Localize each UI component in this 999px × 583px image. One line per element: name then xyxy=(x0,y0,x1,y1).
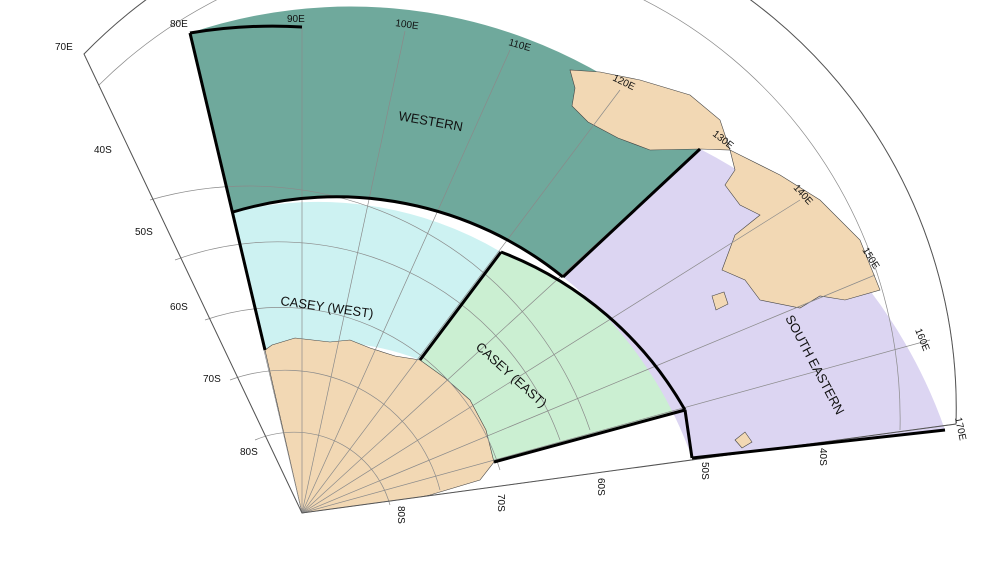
latitude-labels-bottom: 80S 70S 60S 50S 40S xyxy=(395,448,828,524)
tasmania-land xyxy=(711,291,729,311)
lat-label-bottom-40s: 40S xyxy=(817,448,828,466)
australia-east-land xyxy=(721,149,881,309)
region-casey-west xyxy=(233,201,501,360)
lon-label-90e: 90E xyxy=(287,14,305,25)
lat-label-bottom-70s: 70S xyxy=(495,494,506,512)
lon-label-170e: 170E xyxy=(952,416,968,441)
latitude-labels-left: 40S 50S 60S 70S 80S xyxy=(94,145,258,458)
region-casey-east xyxy=(420,252,685,462)
lat-label-40s: 40S xyxy=(94,145,112,156)
land-masses xyxy=(264,69,881,513)
lon-label-100e: 100E xyxy=(395,18,420,32)
map-frame xyxy=(83,0,957,514)
lat-label-60s: 60S xyxy=(170,302,188,313)
lat-label-bottom-60s: 60S xyxy=(595,478,606,496)
lon-label-80e: 80E xyxy=(170,19,188,30)
lat-label-bottom-50s: 50S xyxy=(699,462,710,480)
region-south-eastern xyxy=(563,149,945,458)
lon-label-160e: 160E xyxy=(912,327,931,353)
lat-label-80s: 80S xyxy=(240,447,258,458)
lon-label-70e: 70E xyxy=(55,42,73,53)
lat-label-70s: 70S xyxy=(203,374,221,385)
region-boundaries xyxy=(188,24,946,464)
island-land xyxy=(734,431,753,449)
lat-label-50s: 50S xyxy=(135,227,153,238)
lat-label-bottom-80s: 80S xyxy=(395,506,406,524)
